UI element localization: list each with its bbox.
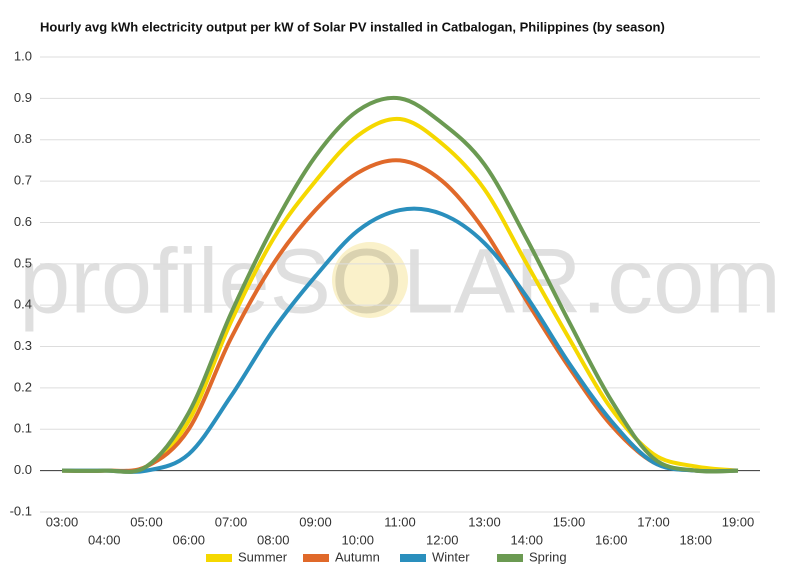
legend-swatch (400, 554, 426, 562)
y-tick-label: 0.9 (14, 90, 32, 105)
x-tick-label: 06:00 (172, 532, 205, 547)
watermark-group: profileSOLAR.com (19, 230, 781, 332)
x-tick-label: 03:00 (46, 514, 79, 529)
y-tick-label: 0.4 (14, 297, 32, 312)
x-tick-label: 15:00 (553, 514, 586, 529)
series-line (61, 206, 739, 474)
x-tick-label: 16:00 (595, 532, 628, 547)
x-tick-label: 08:00 (257, 532, 290, 547)
x-tick-label: 19:00 (722, 514, 755, 529)
x-tick-label: 09:00 (299, 514, 332, 529)
x-tick-label: 13:00 (468, 514, 501, 529)
watermark: profileSOLAR.com (19, 230, 781, 332)
x-tick-label: 05:00 (130, 514, 163, 529)
x-tick-label: 07:00 (215, 514, 248, 529)
x-tick-label: 10:00 (341, 532, 374, 547)
chart-title: Hourly avg kWh electricity output per kW… (40, 19, 665, 34)
y-tick-label: -0.1 (10, 503, 32, 518)
y-tick-label: 0.0 (14, 462, 32, 477)
x-tick-label: 11:00 (384, 514, 416, 529)
y-tick-label: 0.2 (14, 379, 32, 394)
legend-label: Spring (529, 549, 567, 564)
x-tick-label: 14:00 (510, 532, 543, 547)
y-tick-label: 0.6 (14, 214, 32, 229)
y-tick-label: 0.8 (14, 131, 32, 146)
x-tick-label: 04:00 (88, 532, 121, 547)
legend-label: Winter (432, 549, 470, 564)
y-tick-label: 0.3 (14, 338, 32, 353)
y-tick-label: 0.5 (14, 255, 32, 270)
legend-swatch (497, 554, 523, 562)
legend-label: Autumn (335, 549, 380, 564)
x-tick-label: 12:00 (426, 532, 459, 547)
legend-swatch (303, 554, 329, 562)
legend-swatch (206, 554, 232, 562)
legend-label: Summer (238, 549, 288, 564)
y-tick-label: 0.1 (14, 421, 32, 436)
series-line (61, 158, 739, 474)
y-tick-label: 1.0 (14, 48, 32, 63)
series-line (61, 116, 739, 474)
y-tick-label: 0.7 (14, 173, 32, 188)
watermark-sun (332, 242, 408, 318)
x-tick-label: 17:00 (637, 514, 670, 529)
series-line (61, 95, 739, 474)
x-tick-label: 18:00 (679, 532, 712, 547)
